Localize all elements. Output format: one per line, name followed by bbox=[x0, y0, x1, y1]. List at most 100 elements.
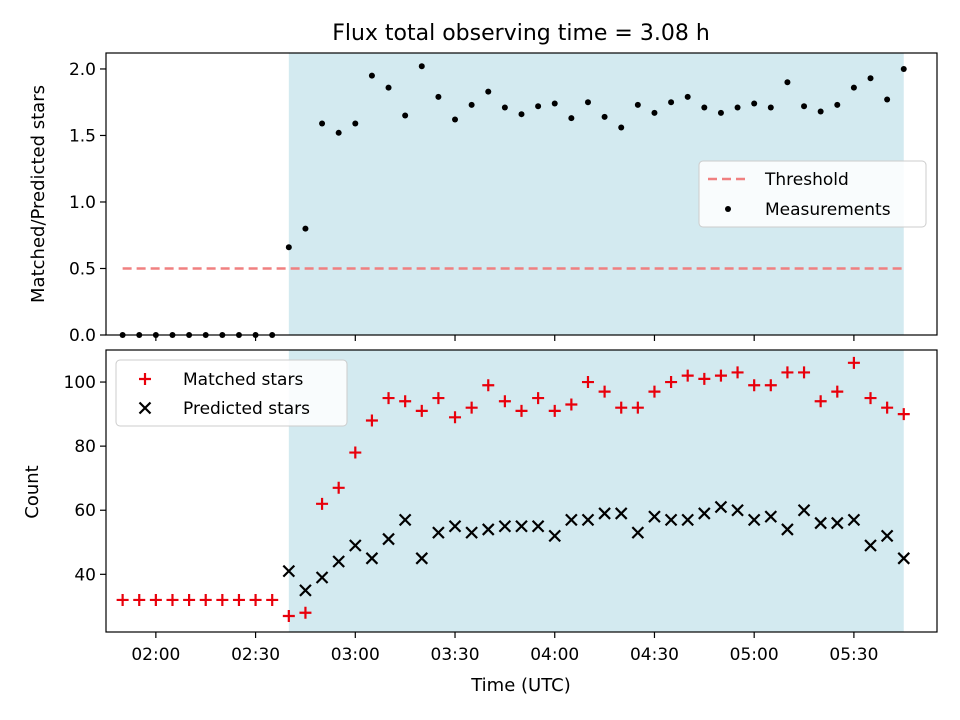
matched-star-point bbox=[881, 401, 894, 414]
predicted-star-point bbox=[498, 519, 512, 533]
predicted-star-point bbox=[531, 519, 545, 533]
measurement-point bbox=[817, 108, 824, 115]
x-tick-label: 03:00 bbox=[331, 645, 380, 665]
matched-star-point bbox=[216, 593, 229, 606]
predicted-star-point bbox=[415, 552, 429, 565]
predicted-star-point bbox=[747, 513, 761, 527]
x-tick-label: 03:30 bbox=[431, 645, 480, 665]
matched-star-point bbox=[316, 497, 329, 510]
predicted-star-point bbox=[897, 552, 911, 565]
y-tick-label: 2.0 bbox=[69, 60, 96, 80]
predicted-star-point bbox=[382, 532, 395, 546]
measurement-point bbox=[568, 115, 575, 122]
matched-star-point bbox=[515, 404, 528, 417]
predicted-star-point bbox=[398, 513, 412, 527]
bottom-panel: 40 60 80 100 02:00 02:30 03:00 03:30 04:00 04:30 0… bbox=[64, 349, 938, 665]
matched-star-point bbox=[266, 593, 279, 606]
x-tick-label: 05:00 bbox=[730, 645, 779, 665]
matched-star-point bbox=[714, 369, 727, 382]
legend-matched-label: Matched stars bbox=[183, 370, 303, 390]
matched-star-point bbox=[199, 593, 212, 606]
predicted-star-point bbox=[465, 526, 478, 539]
predicted-star-point bbox=[698, 507, 711, 520]
measurement-point bbox=[452, 116, 459, 123]
measurement-point bbox=[285, 244, 292, 251]
predicted-star-point bbox=[648, 510, 661, 523]
y-tick-label: 80 bbox=[74, 437, 96, 457]
x-tick-label: 04:30 bbox=[630, 645, 679, 665]
predicted-star-point bbox=[814, 516, 827, 530]
measurement-point bbox=[651, 109, 658, 116]
measurement-point bbox=[501, 104, 508, 111]
measurement-point bbox=[584, 99, 591, 106]
matched-star-point bbox=[831, 385, 844, 398]
matched-star-point bbox=[332, 481, 345, 494]
matched-star-point bbox=[133, 593, 146, 606]
legend-measurements-swatch bbox=[725, 206, 731, 212]
predicted-star-point bbox=[332, 555, 345, 568]
measurement-point bbox=[385, 84, 392, 91]
measurement-point bbox=[535, 103, 542, 110]
matched-star-point bbox=[798, 366, 811, 379]
top-panel: 0.0 0.5 1.0 1.5 2.0 Threshold Measurements bbox=[69, 52, 938, 346]
measurement-point bbox=[418, 63, 425, 70]
x-tick-label: 02:00 bbox=[131, 645, 180, 665]
measurement-point bbox=[335, 129, 342, 136]
x-tick-label: 05:30 bbox=[829, 645, 878, 665]
top-y-axis-label: Matched/Predicted stars bbox=[28, 85, 49, 303]
matched-star-point bbox=[498, 395, 511, 408]
matched-star-point bbox=[166, 593, 179, 606]
y-tick-label: 1.0 bbox=[69, 193, 96, 213]
measurement-point bbox=[302, 225, 309, 232]
plot-frame bbox=[105, 52, 938, 336]
measurement-point bbox=[668, 99, 675, 106]
predicted-star-point bbox=[282, 564, 296, 578]
matched-star-point bbox=[399, 395, 412, 408]
predicted-star-point bbox=[315, 571, 329, 584]
predicted-star-point bbox=[664, 513, 678, 527]
measurement-point bbox=[784, 79, 791, 86]
measurement-point bbox=[368, 72, 375, 79]
matched-star-point bbox=[349, 446, 362, 459]
measurement-point bbox=[801, 103, 808, 110]
legend-predicted-swatch bbox=[138, 401, 152, 415]
predicted-star-point bbox=[797, 503, 811, 517]
y-tick-label: 1.5 bbox=[69, 126, 96, 146]
predicted-star-point bbox=[864, 539, 877, 552]
matched-star-point bbox=[781, 366, 794, 379]
matched-star-point bbox=[532, 392, 545, 405]
measurement-point bbox=[850, 84, 857, 91]
chart-title: Flux total observing time = 3.08 h bbox=[332, 21, 710, 46]
measurement-point bbox=[402, 112, 409, 119]
matched-star-point bbox=[731, 366, 744, 379]
y-tick-label: 0.5 bbox=[69, 259, 96, 279]
predicted-star-point bbox=[880, 529, 894, 543]
predicted-star-point bbox=[598, 507, 611, 520]
predicted-star-point bbox=[432, 526, 445, 539]
matched-star-point bbox=[465, 401, 478, 414]
x-tick-label: 04:00 bbox=[530, 645, 579, 665]
measurement-point bbox=[884, 96, 891, 103]
measurement-point bbox=[601, 113, 608, 120]
matched-star-point bbox=[482, 379, 495, 392]
matched-star-point bbox=[232, 593, 245, 606]
measurement-point bbox=[767, 104, 774, 111]
measurement-point bbox=[734, 104, 741, 111]
measurement-point bbox=[518, 111, 525, 118]
legend-threshold-label: Threshold bbox=[764, 170, 849, 190]
predicted-star-point bbox=[781, 523, 794, 536]
measurement-point bbox=[618, 124, 625, 131]
observing-span bbox=[288, 350, 904, 632]
matched-star-point bbox=[365, 414, 378, 427]
predicted-star-point bbox=[614, 507, 628, 520]
matched-star-point bbox=[249, 593, 262, 606]
legend: Threshold Measurements bbox=[698, 160, 927, 228]
matched-star-point bbox=[565, 398, 578, 411]
predicted-star-point bbox=[581, 513, 595, 527]
matched-star-point bbox=[748, 379, 761, 392]
predicted-star-point bbox=[847, 513, 861, 527]
measurement-point bbox=[834, 101, 841, 108]
matched-star-point bbox=[415, 404, 428, 417]
predicted-star-point bbox=[681, 513, 694, 527]
